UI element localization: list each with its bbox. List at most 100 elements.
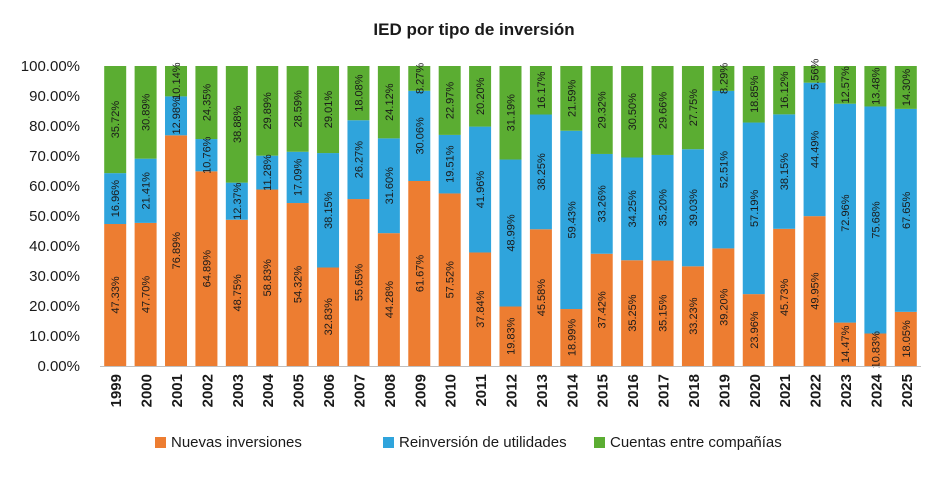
bar-segment — [438, 134, 461, 194]
bar-segment — [833, 66, 856, 104]
x-tick-label: 2000 — [139, 374, 156, 407]
data-label: 33.26% — [597, 185, 609, 223]
data-label: 19.51% — [445, 145, 457, 183]
bar-segment — [529, 114, 552, 230]
bar-segment — [742, 122, 765, 295]
data-label: 16.96% — [110, 180, 122, 218]
data-label: 28.59% — [293, 90, 305, 128]
y-tick-label: 40.00% — [29, 238, 80, 255]
bar-segment — [499, 159, 522, 307]
x-tick-label: 2023 — [838, 374, 855, 407]
bar-segment — [590, 253, 613, 366]
data-label: 24.12% — [384, 83, 396, 121]
bar-segment — [408, 180, 431, 366]
bar-segment — [894, 108, 917, 312]
bar-segment — [286, 66, 309, 152]
data-label: 38.15% — [779, 153, 791, 191]
y-tick-label: 30.00% — [29, 268, 80, 285]
x-tick-label: 2001 — [169, 374, 186, 407]
bar-segment — [317, 153, 340, 268]
bar-segment — [499, 306, 522, 366]
data-label: 39.03% — [688, 189, 700, 227]
y-tick-label: 70.00% — [29, 148, 80, 165]
bar-segment — [134, 158, 157, 223]
bar-segment — [104, 224, 127, 366]
data-label: 41.96% — [475, 171, 487, 209]
bar-segment — [621, 157, 644, 261]
bar-segment — [225, 219, 248, 366]
bar-segment — [469, 126, 492, 253]
data-label: 29.66% — [658, 92, 670, 130]
data-label: 72.96% — [840, 194, 852, 232]
x-axis: 1999 2000 2001 2002 2003 2004 2005 2006 2007 2008… — [100, 366, 921, 407]
bar-segment — [712, 66, 735, 91]
bar-segment — [195, 66, 218, 140]
data-label: 48.75% — [232, 274, 244, 312]
data-label: 47.70% — [141, 276, 153, 314]
x-tick-label: 2025 — [899, 374, 916, 407]
bar-segment — [104, 173, 127, 225]
data-label: 11.28% — [262, 154, 274, 191]
data-label: 67.65% — [901, 192, 913, 230]
bar-segment — [256, 155, 279, 190]
bar-segment — [286, 151, 309, 204]
data-label: 14.47% — [840, 325, 852, 363]
x-tick-label: 2011 — [473, 374, 490, 407]
bar-segment — [256, 189, 279, 366]
bar-segment — [773, 228, 796, 366]
data-label: 48.99% — [506, 214, 518, 252]
y-tick-label: 0.00% — [37, 358, 80, 375]
data-label: 18.05% — [901, 320, 913, 358]
data-label: 16.12% — [779, 71, 791, 109]
y-tick-label: 90.00% — [29, 88, 80, 105]
bar-segment — [651, 154, 674, 261]
data-label: 26.27% — [353, 141, 365, 179]
x-tick-label: 2007 — [351, 374, 368, 407]
x-tick-label: 2012 — [504, 374, 521, 407]
x-tick-label: 2014 — [564, 373, 581, 407]
data-label: 57.52% — [445, 261, 457, 299]
bar-segment — [894, 311, 917, 366]
bar-segment — [803, 82, 826, 217]
bar-segment — [286, 203, 309, 366]
legend-swatch — [155, 437, 166, 448]
data-label: 12.37% — [232, 182, 244, 220]
bar-segment — [803, 66, 826, 83]
x-tick-label: 2022 — [808, 374, 825, 407]
data-label: 10.14% — [171, 62, 183, 100]
data-label: 23.96% — [749, 311, 761, 349]
bar-segment — [773, 66, 796, 115]
bar-segment — [681, 66, 704, 150]
x-tick-label: 2009 — [412, 374, 429, 407]
chart-title: IED por tipo de inversión — [373, 20, 574, 39]
bar-segment — [225, 182, 248, 220]
bar-segment — [590, 66, 613, 154]
bar-segment — [438, 66, 461, 135]
legend-swatch — [594, 437, 605, 448]
data-label: 27.75% — [688, 89, 700, 127]
bar-segment — [742, 66, 765, 123]
data-label: 76.89% — [171, 232, 183, 270]
data-label: 8.27% — [414, 63, 426, 94]
legend-swatch — [383, 437, 394, 448]
bar-segment — [317, 267, 340, 366]
data-label: 12.57% — [840, 66, 852, 104]
bar-segment — [894, 66, 917, 109]
x-tick-label: 2010 — [443, 374, 460, 407]
bar-segment — [681, 149, 704, 267]
data-label: 32.83% — [323, 298, 335, 336]
bar-segment — [165, 66, 188, 97]
bar-segment — [377, 138, 400, 234]
y-tick-label: 100.00% — [21, 58, 80, 75]
data-label: 49.95% — [810, 272, 822, 310]
data-label: 16.17% — [536, 71, 548, 109]
x-tick-label: 2018 — [686, 374, 703, 407]
bar-segment — [651, 260, 674, 366]
bar-segment — [347, 66, 370, 121]
data-label: 55.65% — [353, 264, 365, 302]
bar-segment — [134, 222, 157, 366]
data-label: 37.84% — [475, 290, 487, 328]
data-label: 29.01% — [323, 91, 335, 129]
